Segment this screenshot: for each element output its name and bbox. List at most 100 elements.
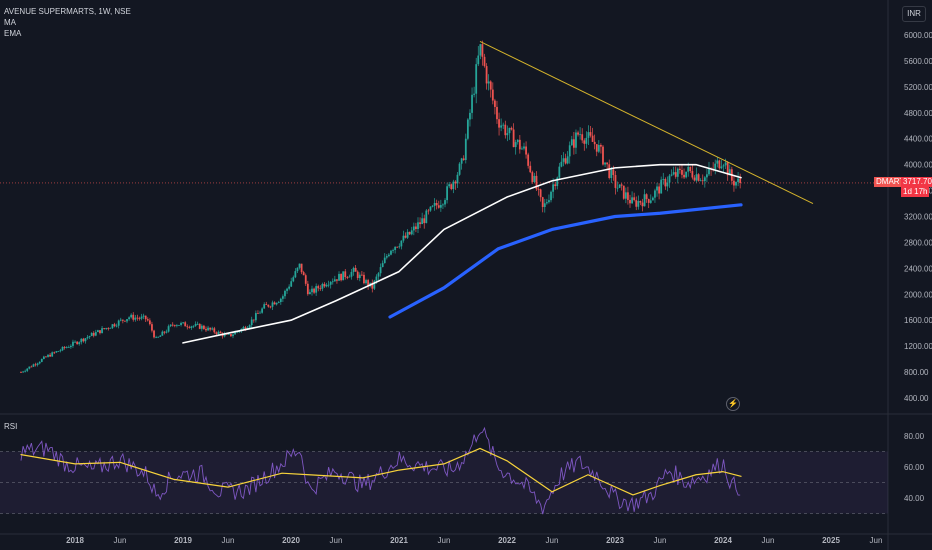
candle-body [427, 210, 430, 212]
candle-body [716, 160, 719, 164]
candle-body [489, 81, 492, 90]
candle-body [666, 182, 669, 187]
price-tick-label: 4400.00 [904, 135, 932, 144]
candle-body [597, 144, 600, 152]
candle-body [309, 292, 311, 295]
candle-body [365, 280, 367, 284]
lightning-icon[interactable]: ⚡ [726, 397, 740, 411]
time-tick-label: 2018 [66, 536, 84, 545]
candle-body [433, 202, 436, 206]
time-tick-label: 2019 [174, 536, 192, 545]
candle-body [196, 323, 199, 325]
candle-body [514, 142, 517, 148]
price-tick-label: 5600.00 [904, 57, 932, 66]
candle-body [664, 179, 667, 187]
time-tick-label: Jun [762, 536, 775, 545]
candle-body [735, 181, 737, 186]
countdown-tag: 1d 17h [901, 187, 930, 197]
candle-body [494, 100, 496, 107]
candle-body [660, 179, 663, 194]
candle-body [429, 206, 432, 211]
candle-body [146, 319, 149, 321]
candle-body [595, 144, 598, 152]
candle-body [491, 89, 494, 101]
candle-body [587, 132, 590, 138]
candle-body [579, 134, 582, 136]
candle-body [566, 156, 569, 164]
candle-body [72, 341, 74, 346]
legend-ma[interactable]: MA [4, 18, 16, 27]
candle-body [47, 354, 49, 357]
candle-body [261, 308, 264, 313]
candle-body [733, 180, 735, 186]
time-tick-label: Jun [330, 536, 343, 545]
candle-body [151, 324, 153, 331]
ma-line [182, 163, 742, 344]
candle-body [306, 283, 309, 295]
candle-body [138, 318, 141, 319]
rsi-label[interactable]: RSI [4, 422, 18, 431]
candle-body [471, 94, 473, 113]
candle-body [689, 166, 692, 172]
candle-body [315, 286, 318, 293]
candle-body [498, 119, 500, 128]
candle-body [198, 323, 201, 329]
rsi-ma-line [20, 447, 742, 496]
candle-body [412, 226, 415, 231]
candle-body [167, 326, 170, 332]
time-tick-label: Jun [222, 536, 235, 545]
candle-body [227, 334, 230, 335]
candle-body [606, 162, 609, 165]
candle-body [76, 341, 79, 345]
price-tick-label: 1600.00 [904, 316, 932, 325]
candle-body [539, 189, 542, 198]
candle-body [687, 166, 690, 172]
candle-body [173, 325, 176, 326]
candle-body [527, 154, 530, 166]
candle-body [248, 325, 251, 328]
ema-line [388, 203, 743, 319]
candle-body [265, 304, 268, 306]
candle-body [178, 324, 180, 326]
legend-ema[interactable]: EMA [4, 29, 22, 38]
candle-body [577, 132, 579, 135]
chart-title[interactable]: AVENUE SUPERMARTS, 1W, NSE [4, 7, 131, 16]
candle-body [184, 322, 187, 327]
candle-body [398, 246, 401, 248]
candle-body [128, 317, 130, 320]
candle-body [200, 325, 203, 329]
candle-body [192, 325, 195, 327]
candle-body [117, 320, 120, 326]
candle-body [132, 314, 135, 320]
candle-body [86, 337, 89, 339]
candle-body [130, 314, 133, 318]
candle-body [458, 163, 461, 175]
candle-body [105, 327, 108, 329]
candle-body [421, 218, 424, 225]
candle-body [521, 148, 523, 150]
candle-body [485, 66, 488, 84]
trendline [479, 41, 814, 204]
candle-body [363, 274, 365, 284]
candle-body [134, 317, 137, 320]
price-tick-label: 800.00 [904, 368, 929, 377]
candle-body [121, 319, 124, 321]
time-tick-label: 2025 [822, 536, 840, 545]
candle-body [618, 184, 621, 188]
candle-body [548, 200, 550, 203]
candle-body [706, 174, 708, 178]
candle-body [708, 168, 710, 175]
candle-body [510, 127, 513, 130]
time-tick-label: 2022 [498, 536, 516, 545]
candle-body [545, 202, 548, 204]
time-tick-label: 2021 [390, 536, 408, 545]
candle-body [267, 304, 270, 307]
candle-body [535, 175, 538, 190]
candle-body [80, 338, 83, 343]
candle-body [693, 177, 696, 181]
candle-body [508, 127, 511, 134]
candles-group [20, 40, 742, 373]
currency-button[interactable]: INR [902, 6, 926, 22]
candle-body [215, 332, 218, 335]
